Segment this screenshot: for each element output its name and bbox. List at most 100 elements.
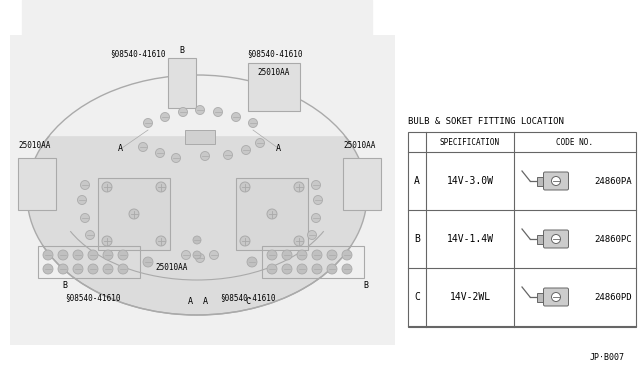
Circle shape [248,119,257,128]
Text: 25010AA: 25010AA [155,263,188,272]
Bar [22,0,372,135]
Text: §08540-41610: §08540-41610 [247,49,303,58]
Circle shape [297,250,307,260]
Ellipse shape [27,75,367,315]
Circle shape [312,214,321,222]
Circle shape [156,182,166,192]
FancyBboxPatch shape [543,172,568,190]
Text: BULB & SOKET FITTING LOCATION: BULB & SOKET FITTING LOCATION [408,117,564,126]
Text: B: B [63,282,67,291]
Circle shape [552,176,561,186]
Text: B: B [179,46,184,55]
Circle shape [342,264,352,274]
Circle shape [552,292,561,301]
Circle shape [81,214,90,222]
Circle shape [129,209,139,219]
Text: 25010AA: 25010AA [18,141,51,150]
Circle shape [223,151,232,160]
Text: B: B [414,234,420,244]
Circle shape [312,250,322,260]
Bar [248,63,300,111]
Bar [408,132,636,327]
Text: 24860PC: 24860PC [595,234,632,244]
Circle shape [86,231,95,240]
Text: SPECIFICATION: SPECIFICATION [440,138,500,147]
Circle shape [138,142,147,151]
Circle shape [195,253,205,263]
Text: CODE NO.: CODE NO. [557,138,593,147]
Circle shape [161,112,170,122]
Bar [98,178,170,250]
Circle shape [118,264,128,274]
Bar [38,246,140,278]
Circle shape [267,209,277,219]
Text: A: A [414,176,420,186]
Circle shape [294,236,304,246]
Circle shape [307,231,317,240]
Bar [537,176,543,186]
Circle shape [156,148,164,157]
FancyBboxPatch shape [543,288,568,306]
Text: 14V-1.4W: 14V-1.4W [447,234,493,244]
Circle shape [240,236,250,246]
Bar [185,130,215,144]
Circle shape [247,257,257,267]
Circle shape [58,264,68,274]
Circle shape [143,119,152,128]
Circle shape [193,236,201,244]
Circle shape [182,250,191,260]
Text: C: C [246,298,250,307]
Circle shape [143,257,153,267]
Circle shape [73,264,83,274]
Text: 25010AA: 25010AA [343,141,376,150]
Circle shape [214,108,223,116]
Circle shape [314,196,323,205]
Circle shape [102,236,112,246]
Circle shape [118,250,128,260]
Circle shape [179,108,188,116]
Circle shape [312,180,321,189]
Text: A: A [275,144,280,153]
Bar [343,158,381,210]
Circle shape [552,234,561,244]
Circle shape [297,264,307,274]
Circle shape [103,264,113,274]
Text: §08540-41610: §08540-41610 [110,49,166,58]
Text: A: A [188,298,193,307]
Text: C: C [414,292,420,302]
Text: 14V-3.0W: 14V-3.0W [447,176,493,186]
Bar [262,246,364,278]
Bar [236,178,308,250]
Circle shape [342,250,352,260]
Circle shape [282,250,292,260]
Text: 25010AA: 25010AA [258,68,290,77]
Circle shape [195,106,205,115]
Circle shape [282,264,292,274]
Circle shape [267,250,277,260]
Circle shape [156,236,166,246]
Circle shape [327,264,337,274]
Text: 14V-2WL: 14V-2WL [449,292,491,302]
Bar [408,132,636,327]
Circle shape [240,182,250,192]
Circle shape [200,151,209,160]
Text: §08540-41610: §08540-41610 [220,293,275,302]
Circle shape [327,250,337,260]
Text: A: A [118,144,122,153]
Circle shape [312,264,322,274]
Circle shape [232,112,241,122]
Bar [537,292,543,301]
Circle shape [193,251,201,259]
Text: B: B [364,282,369,291]
Circle shape [241,145,250,154]
Circle shape [88,250,98,260]
Text: JP·B007: JP·B007 [590,353,625,362]
Circle shape [267,264,277,274]
Circle shape [103,250,113,260]
Circle shape [88,264,98,274]
Bar [10,35,395,345]
Text: §08540-41610: §08540-41610 [65,293,120,302]
Text: 24860PA: 24860PA [595,176,632,186]
Bar [537,234,543,244]
Text: A: A [202,298,207,307]
